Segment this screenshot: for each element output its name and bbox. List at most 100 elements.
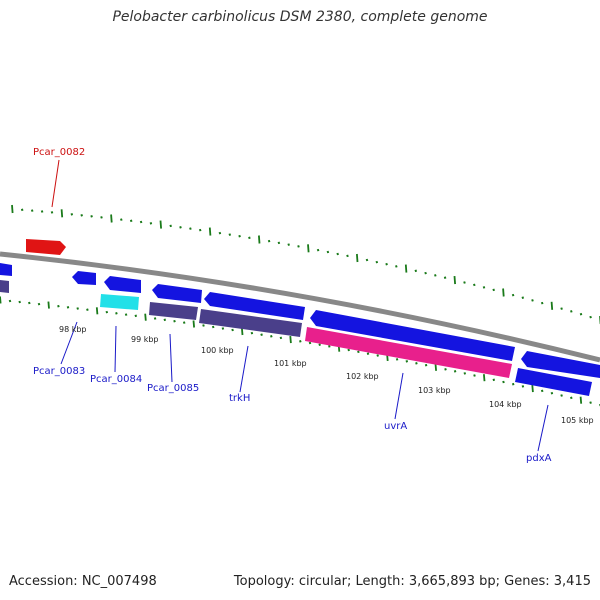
gene-trkh-arrow[interactable] bbox=[204, 292, 305, 320]
inner-ring-tick bbox=[347, 348, 350, 352]
outer-ring-tick bbox=[129, 219, 133, 223]
genome-backbone bbox=[0, 251, 600, 363]
inner-ring-tick bbox=[95, 307, 99, 315]
outer-ring-tick bbox=[287, 243, 290, 246]
outer-ring-tick bbox=[375, 260, 379, 264]
inner-ring-tick bbox=[434, 363, 437, 371]
inner-ring-tick bbox=[299, 340, 302, 343]
gene-label-pcar-0083[interactable]: Pcar_0083 bbox=[33, 366, 85, 377]
outer-ring-tick bbox=[443, 276, 447, 279]
callout-line-pcar-0083 bbox=[60, 321, 78, 365]
outer-ring-tick bbox=[90, 215, 93, 218]
gene-pcar-0082-arrow[interactable] bbox=[26, 239, 66, 255]
gene-partial-left-slate[interactable] bbox=[0, 280, 9, 293]
gene-features bbox=[0, 239, 600, 396]
inner-ring-tick bbox=[250, 331, 254, 335]
outer-ring-tick bbox=[179, 226, 182, 229]
outer-ring-tick bbox=[540, 301, 544, 305]
gene-pcar-0085-slate-box[interactable] bbox=[149, 302, 198, 320]
callout-line-uvra bbox=[394, 372, 404, 420]
inner-ring-tick bbox=[57, 304, 60, 308]
inner-ring-tick bbox=[28, 301, 31, 305]
gene-partial-left-blue[interactable] bbox=[0, 263, 12, 276]
outer-ring-tick bbox=[560, 307, 563, 310]
gene-label-uvra[interactable]: uvrA bbox=[384, 421, 407, 432]
outer-ring-tick bbox=[70, 213, 74, 216]
inner-ring-tick bbox=[163, 318, 167, 322]
inner-ring-tick bbox=[115, 312, 118, 315]
outer-ring-tick bbox=[463, 281, 466, 284]
gene-label-pcar-0084[interactable]: Pcar_0084 bbox=[90, 374, 142, 385]
callout-line-pcar-0082 bbox=[51, 159, 60, 208]
outer-ring-tick bbox=[521, 296, 525, 299]
outer-ring-tick bbox=[60, 209, 64, 218]
inner-ring-tick bbox=[483, 374, 486, 382]
outer-ring-tick bbox=[258, 235, 261, 244]
outer-ring-tick bbox=[482, 286, 486, 289]
inner-ring-tick bbox=[521, 385, 525, 388]
inner-tick-ring bbox=[0, 296, 600, 407]
scale-label-98: 98 kbp bbox=[59, 325, 87, 334]
outer-ring-tick bbox=[198, 228, 202, 232]
inner-ring-tick bbox=[318, 343, 321, 346]
gene-pcar-0083-arrow[interactable] bbox=[72, 271, 96, 285]
gene-label-pcar-0082[interactable]: Pcar_0082 bbox=[33, 147, 85, 158]
inner-ring-tick bbox=[492, 378, 496, 382]
outer-ring-tick bbox=[30, 209, 34, 212]
inner-ring-tick bbox=[192, 320, 195, 328]
scale-label-104: 104 kbp bbox=[489, 400, 522, 409]
outer-ring-tick bbox=[365, 258, 369, 262]
scale-labels: 98 kbp 99 kbp 100 kbp 101 kbp 102 kbp 10… bbox=[59, 325, 594, 425]
outer-ring-tick bbox=[11, 204, 14, 214]
gene-uvra-arrow[interactable] bbox=[310, 310, 515, 361]
gene-pcar-0084-cyan-box[interactable] bbox=[100, 294, 139, 310]
callout-line-pcar-0084 bbox=[114, 325, 117, 373]
callout-line-pcar-0085 bbox=[169, 333, 173, 383]
outer-ring-tick bbox=[238, 234, 241, 238]
outer-ring-tick bbox=[218, 231, 222, 235]
inner-ring-tick bbox=[357, 350, 360, 354]
inner-ring-tick bbox=[415, 362, 418, 365]
gene-pdxa-arrow[interactable] bbox=[521, 351, 600, 378]
accession-text: Accession: NC_007498 bbox=[9, 574, 157, 589]
outer-ring-tick bbox=[492, 288, 495, 292]
scale-label-105: 105 kbp bbox=[561, 416, 594, 425]
gene-trkh-slate-box[interactable] bbox=[199, 309, 302, 337]
outer-ring-tick bbox=[100, 216, 103, 219]
inner-ring-tick bbox=[453, 370, 457, 373]
gene-pcar-0084-arrow[interactable] bbox=[104, 276, 141, 293]
gene-uvra-pink-box[interactable] bbox=[305, 327, 512, 378]
callout-line-pdxa bbox=[537, 404, 549, 452]
inner-ring-tick bbox=[540, 389, 544, 393]
outer-ring-tick bbox=[50, 211, 54, 214]
outer-ring-tick bbox=[453, 276, 456, 285]
outer-ring-tick bbox=[424, 271, 427, 275]
outer-ring-tick bbox=[277, 241, 281, 245]
inner-ring-tick bbox=[182, 321, 186, 324]
inner-ring-tick bbox=[289, 336, 292, 344]
gene-pcar-0085-arrow[interactable] bbox=[152, 284, 202, 303]
inner-ring-tick bbox=[279, 336, 283, 340]
topology-text: Topology: circular; Length: 3,665,893 bp… bbox=[233, 574, 591, 589]
gene-pdxa-lower-box[interactable] bbox=[515, 368, 592, 396]
outer-ring-tick bbox=[267, 239, 271, 243]
inner-ring-tick bbox=[589, 401, 592, 404]
outer-ring-tick bbox=[356, 253, 359, 263]
scale-label-99: 99 kbp bbox=[131, 335, 159, 344]
outer-ring-tick bbox=[139, 220, 143, 224]
gene-label-trkh[interactable]: trkH bbox=[229, 393, 250, 404]
gene-callout-lines bbox=[51, 159, 549, 452]
inner-ring-tick bbox=[444, 368, 447, 371]
inner-ring-tick bbox=[579, 396, 583, 404]
inner-ring-tick bbox=[86, 308, 89, 311]
gene-label-pdxa[interactable]: pdxA bbox=[526, 453, 552, 464]
outer-ring-tick bbox=[531, 299, 534, 302]
outer-ring-tick bbox=[316, 248, 320, 252]
inner-ring-tick bbox=[560, 394, 563, 397]
gene-label-pcar-0085[interactable]: Pcar_0085 bbox=[147, 383, 199, 394]
outer-ring-tick bbox=[120, 218, 123, 221]
outer-ring-tick bbox=[395, 265, 398, 268]
inner-ring-tick bbox=[47, 301, 50, 309]
